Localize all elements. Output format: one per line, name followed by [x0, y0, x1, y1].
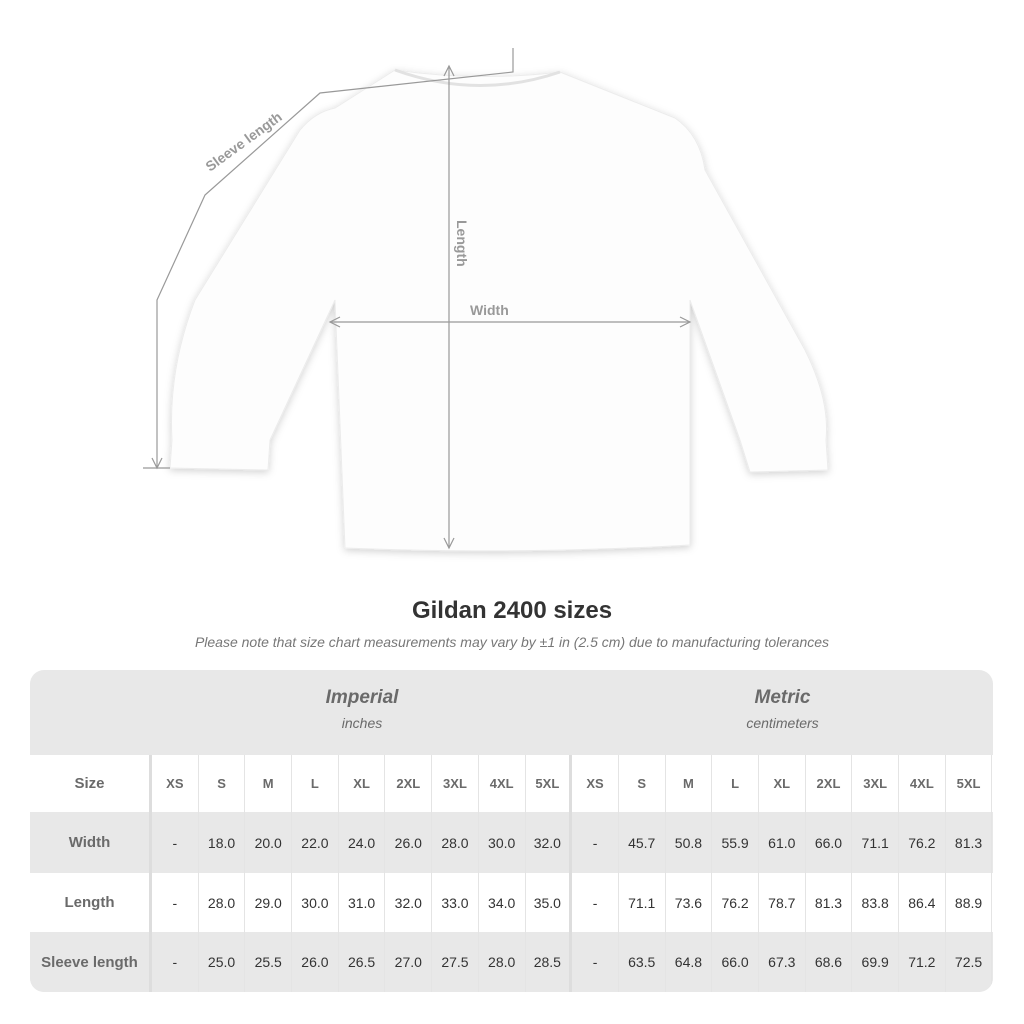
metric-cell: 50.8 — [666, 812, 713, 873]
size-column-header: 4XL — [899, 755, 946, 812]
metric-cell: 68.6 — [806, 932, 853, 992]
metric-cell: - — [572, 873, 619, 932]
imperial-cell: 33.0 — [432, 873, 479, 932]
imperial-cell: 27.0 — [385, 932, 433, 992]
imperial-cell: - — [152, 932, 199, 992]
imperial-cell: 22.0 — [292, 812, 339, 873]
metric-cell: 81.3 — [806, 873, 853, 932]
size-column-header: M — [245, 755, 293, 812]
size-column-header: XL — [339, 755, 386, 812]
metric-cell: - — [572, 812, 619, 873]
imperial-cell: 31.0 — [339, 873, 386, 932]
row-label: Size — [30, 755, 152, 812]
imperial-unit: inches — [341, 715, 383, 731]
size-column-header: L — [712, 755, 759, 812]
imperial-cell: 28.5 — [526, 932, 573, 992]
tolerance-note: Please note that size chart measurements… — [194, 634, 830, 650]
imperial-cell: 28.0 — [199, 873, 246, 932]
metric-cell: 76.2 — [712, 873, 759, 932]
metric-cell: 66.0 — [806, 812, 853, 873]
size-column-header: XS — [572, 755, 619, 812]
metric-cell: 63.5 — [619, 932, 666, 992]
imperial-cell: 26.0 — [385, 812, 433, 873]
size-table: Imperial inches Metric centimeters Size X… — [30, 670, 993, 992]
imperial-cell: 32.0 — [385, 873, 433, 932]
metric-unit: centimeters — [746, 715, 819, 731]
size-column-header: 3XL — [432, 755, 479, 812]
imperial-cell: 24.0 — [339, 812, 386, 873]
metric-title: Metric — [754, 687, 811, 708]
imperial-cell: 20.0 — [245, 812, 293, 873]
size-column-header: 5XL — [526, 755, 573, 812]
metric-cell: 72.5 — [946, 932, 993, 992]
size-column-header: 2XL — [385, 755, 433, 812]
metric-cell: 66.0 — [712, 932, 759, 992]
row-label: Length — [30, 873, 152, 932]
metric-cell: 83.8 — [852, 873, 899, 932]
size-column-header: 2XL — [806, 755, 853, 812]
size-header-row: Size XS S M L XL 2XL 3XL 4XL 5XL XS S M L XL 2XL 3XL 4XL 5… — [30, 755, 993, 812]
imperial-cell: 18.0 — [199, 812, 246, 873]
metric-header: Metric centimeters — [572, 670, 993, 755]
sleeve-length-label: Sleeve length — [202, 108, 284, 174]
metric-cell: 86.4 — [899, 873, 946, 932]
imperial-cell: 30.0 — [479, 812, 526, 873]
imperial-cell: 26.5 — [339, 932, 386, 992]
row-label: Width — [30, 812, 152, 873]
metric-cell: 88.9 — [946, 873, 993, 932]
imperial-cell: 25.0 — [199, 932, 246, 992]
page-title: Gildan 2400 sizes — [411, 597, 613, 624]
imperial-cell: - — [152, 873, 199, 932]
metric-cell: 71.1 — [619, 873, 666, 932]
metric-cell: 55.9 — [712, 812, 759, 873]
imperial-title: Imperial — [325, 687, 399, 708]
metric-cell: 71.1 — [852, 812, 899, 873]
size-column-header: L — [292, 755, 339, 812]
imperial-cell: 28.0 — [432, 812, 479, 873]
metric-cell: 81.3 — [946, 812, 993, 873]
imperial-cell: 32.0 — [526, 812, 573, 873]
size-column-header: S — [619, 755, 666, 812]
imperial-cell: 25.5 — [245, 932, 293, 992]
imperial-cell: 34.0 — [479, 873, 526, 932]
metric-cell: - — [572, 932, 619, 992]
metric-cell: 61.0 — [759, 812, 806, 873]
shirt-diagram: Sleeve length Length Width — [143, 48, 829, 552]
metric-cell: 78.7 — [759, 873, 806, 932]
metric-cell: 71.2 — [899, 932, 946, 992]
imperial-cell: 28.0 — [479, 932, 526, 992]
length-label: Length — [454, 220, 470, 267]
metric-cell: 73.6 — [666, 873, 713, 932]
size-column-header: S — [199, 755, 246, 812]
width-label: Width — [470, 302, 509, 318]
imperial-cell: 30.0 — [292, 873, 339, 932]
metric-cell: 76.2 — [899, 812, 946, 873]
imperial-header: Imperial inches — [152, 670, 572, 755]
metric-cell: 45.7 — [619, 812, 666, 873]
metric-cell: 64.8 — [666, 932, 713, 992]
shirt-illustration — [169, 69, 829, 552]
table-row: Width -18.0 20.0 22.0 24.0 26.0 28.0 30.0 32.0-4… — [30, 812, 993, 873]
imperial-cell: - — [152, 812, 199, 873]
size-column-header: 4XL — [479, 755, 526, 812]
imperial-cell: 26.0 — [292, 932, 339, 992]
metric-cell: 67.3 — [759, 932, 806, 992]
row-label: Sleeve length — [30, 932, 152, 992]
metric-cell: 69.9 — [852, 932, 899, 992]
sleeve-length-line — [156, 48, 514, 468]
imperial-cell: 29.0 — [245, 873, 293, 932]
size-column-header: 3XL — [852, 755, 899, 812]
imperial-cell: 27.5 — [432, 932, 479, 992]
size-column-header: M — [666, 755, 713, 812]
table-row: Length -28.0 29.0 30.0 31.0 32.0 33.0 34.0 35.0-… — [30, 873, 993, 932]
table-row: Sleeve length -25.0 25.5 26.0 26.5 27.0 27.5 28… — [30, 932, 993, 992]
size-column-header: XS — [152, 755, 199, 812]
size-column-header: 5XL — [946, 755, 993, 812]
imperial-cell: 35.0 — [526, 873, 573, 932]
size-column-header: XL — [759, 755, 806, 812]
